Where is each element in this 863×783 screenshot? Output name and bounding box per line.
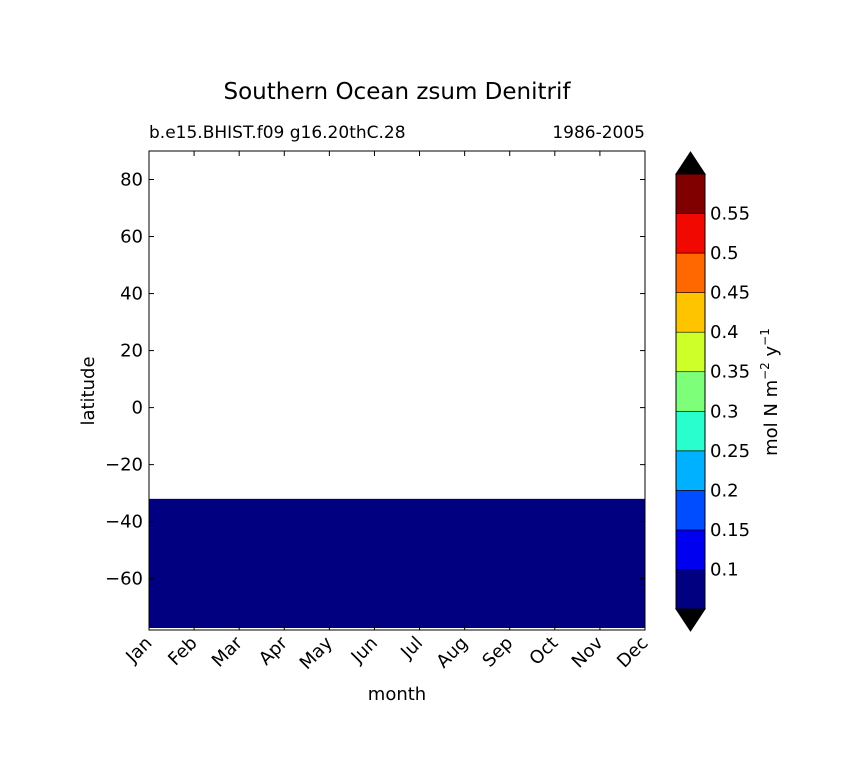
x-tick-label: Jun — [347, 633, 382, 668]
x-tick-label: Apr — [255, 632, 292, 669]
colorbar-tick-label: 0.55 — [710, 204, 750, 225]
colorbar-segment — [675, 252, 706, 293]
x-tick-label: Jan — [121, 633, 156, 668]
x-tick-label: Dec — [613, 633, 652, 672]
colorbar-segment — [675, 213, 706, 254]
filled-region — [149, 498, 645, 628]
plot-frame — [148, 150, 646, 631]
colorbar-segment — [675, 292, 706, 333]
colorbar-segment — [675, 450, 706, 491]
colorbar: 0.1 0.15 0.2 0.25 0.3 0.35 0.4 0.45 0.5 0.55 — [675, 151, 750, 632]
colorbar-segment — [675, 490, 706, 531]
colorbar-segment — [675, 569, 706, 610]
x-tick-label: Sep — [478, 633, 517, 672]
colorbar-tick-label: 0.4 — [710, 322, 739, 343]
colorbar-tick-label: 0.15 — [710, 520, 750, 541]
colorbar-tick-label: 0.5 — [710, 243, 739, 264]
x-tick-label: Mar — [208, 632, 247, 671]
colorbar-tick-label: 0.1 — [710, 559, 739, 580]
x-tick-label: May — [296, 632, 337, 673]
colorbar-label-text: mol N m−2 y−1 — [758, 328, 782, 456]
y-tick-label: 60 — [120, 227, 143, 248]
colorbar-segment — [675, 529, 706, 570]
colorbar-tick-label: 0.2 — [710, 480, 739, 501]
colorbar-label: mol N m−2 y−1 — [758, 328, 782, 456]
colorbar-tick-label: 0.45 — [710, 283, 750, 304]
y-tick-label: 40 — [120, 284, 143, 305]
y-axis-label: latitude — [78, 356, 99, 425]
colorbar-label-superscript: −2 — [758, 362, 772, 380]
chart-subtitle-left: b.e15.BHIST.f09 g16.20thC.28 — [149, 123, 406, 143]
x-tick-label: Jul — [396, 633, 427, 664]
x-tick-label: Feb — [164, 633, 201, 670]
y-tick-label: 0 — [132, 398, 143, 419]
colorbar-segment — [675, 173, 706, 214]
colorbar-extend-bottom — [675, 608, 706, 632]
x-axis-label: month — [368, 684, 426, 705]
x-tick-label: Aug — [432, 633, 472, 673]
y-ticks: 80 60 40 20 0 −20 −40 −60 — [105, 170, 645, 590]
y-tick-label: 80 — [120, 170, 143, 191]
colorbar-label-part: mol N m — [761, 380, 782, 456]
colorbar-frame — [675, 173, 706, 610]
colorbar-segment — [675, 410, 706, 452]
y-tick-label: −60 — [105, 569, 143, 590]
colorbar-tick-label: 0.3 — [710, 401, 739, 422]
y-tick-label: 20 — [120, 341, 143, 362]
colorbar-segment — [675, 331, 706, 373]
plot-area: Jan Feb Mar Apr May Jun Jul Aug Sep Oct Nov Dec 80 6… — [105, 150, 653, 674]
colorbar-label-superscript: −1 — [758, 328, 772, 346]
y-tick-label: −40 — [105, 512, 143, 533]
colorbar-tick-label: 0.35 — [710, 362, 750, 383]
colorbar-label-part: y — [761, 345, 782, 362]
colorbar-extend-top — [675, 151, 706, 175]
colorbar-segment — [675, 371, 706, 412]
chart-title: Southern Ocean zsum Denitrif — [224, 79, 572, 105]
colorbar-tick-label: 0.25 — [710, 441, 750, 462]
chart-subtitle-right: 1986-2005 — [552, 123, 645, 143]
x-tick-label: Oct — [525, 633, 562, 670]
y-tick-label: −20 — [105, 455, 143, 476]
x-tick-label: Nov — [568, 632, 608, 672]
